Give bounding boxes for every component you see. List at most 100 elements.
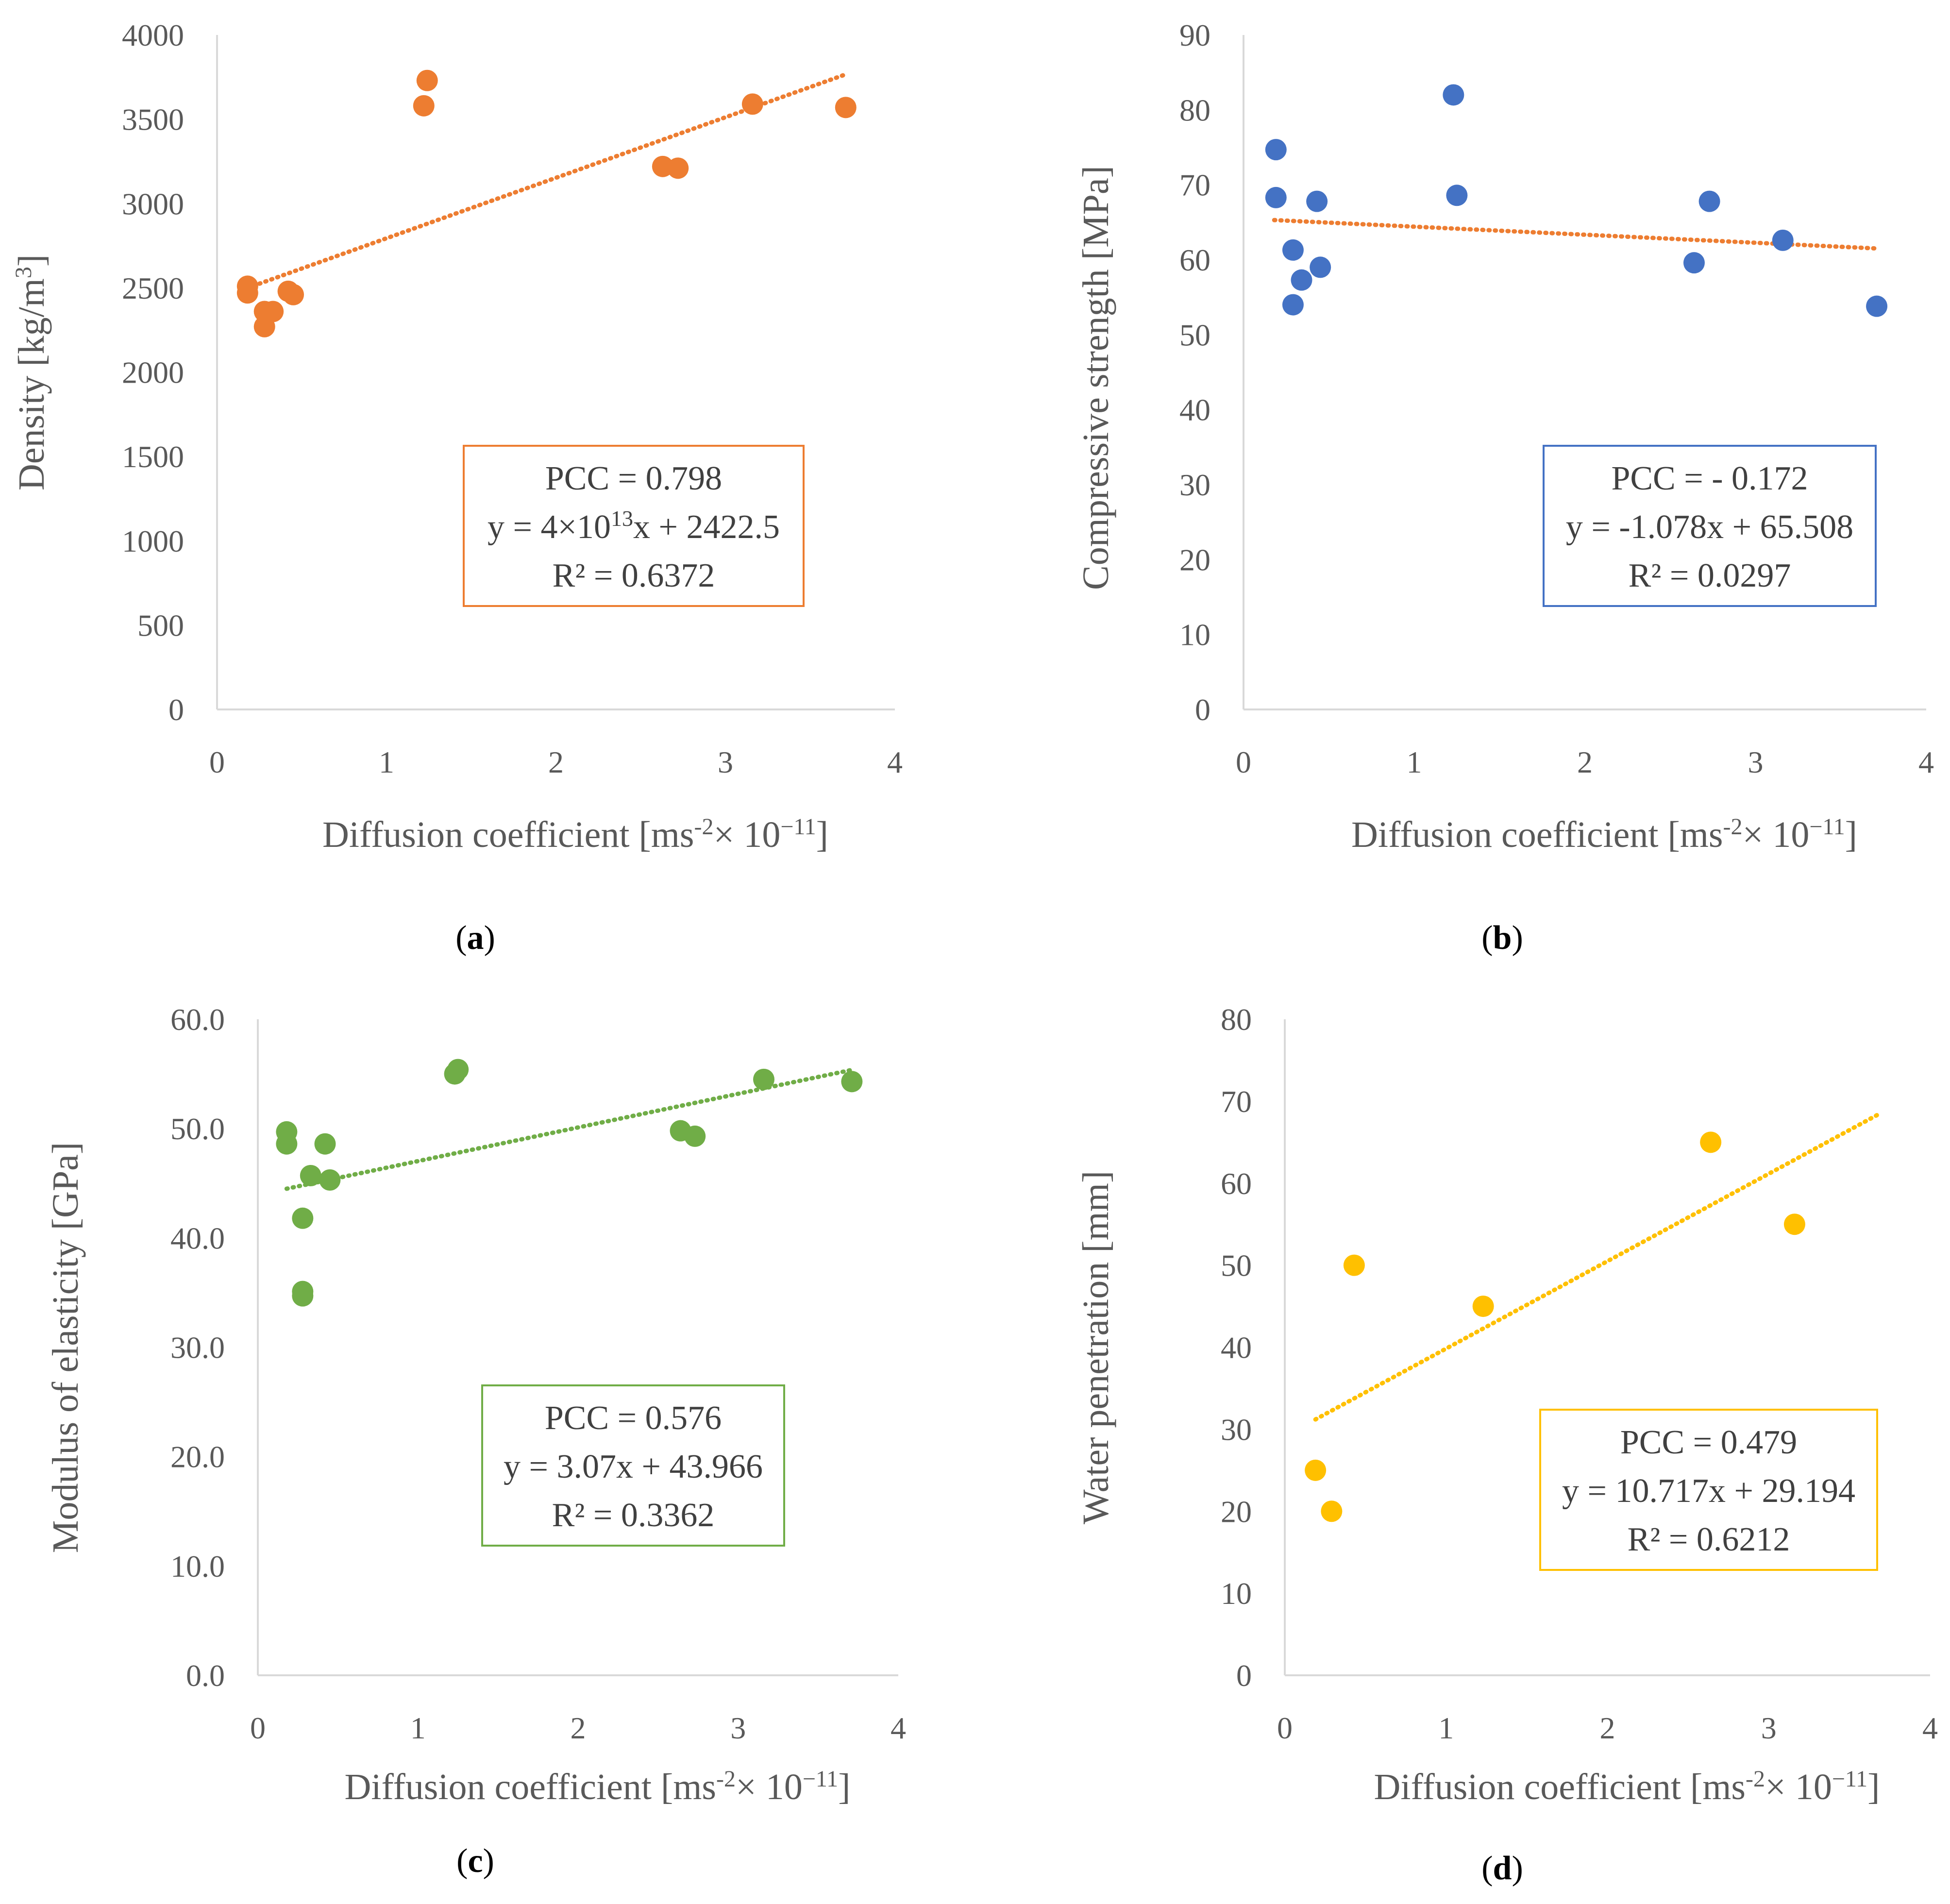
data-point — [1472, 1296, 1494, 1317]
x-tick-label: 2 — [571, 1711, 586, 1745]
caption-paren: ) — [484, 919, 495, 957]
y-tick-label: 0 — [168, 692, 184, 727]
x-tick-label: 1 — [410, 1711, 426, 1745]
x-axis-label-sup: −11 — [1809, 814, 1845, 840]
equation-exponent: 13 — [611, 506, 633, 531]
data-point — [841, 1071, 863, 1093]
y-tick-label: 80 — [1221, 1002, 1252, 1037]
data-point — [300, 1164, 321, 1186]
y-tick-label: 0.0 — [186, 1658, 225, 1693]
x-axis-label-sup: −11 — [803, 1766, 838, 1792]
y-axis-label: Modulus of elasticity [GPa] — [45, 1142, 86, 1553]
panel-caption: (c) — [456, 1842, 494, 1880]
y-tick-label: 2500 — [122, 271, 184, 305]
pcc-text: PCC = 0.798 — [545, 460, 722, 497]
y-axis-label: Water penetration [mm] — [1076, 1171, 1116, 1524]
y-tick-label: 30 — [1221, 1412, 1252, 1447]
panel-caption: (a) — [455, 919, 495, 957]
x-tick-label: 0 — [209, 745, 225, 779]
x-axis-label-text: Diffusion coefficient [ms — [1374, 1767, 1746, 1807]
stats-box — [463, 445, 805, 607]
caption-paren: ) — [1512, 919, 1523, 957]
panel-d-water-penetration: 0 10 20 30 40 50 60 70 80 0 1 2 3 4 Diffusion coeffici… — [1076, 1002, 1938, 1887]
y-tick-label: 50 — [1221, 1248, 1252, 1283]
y-tick-label: 70 — [1221, 1084, 1252, 1119]
data-point — [1306, 190, 1328, 212]
x-axis-label: Diffusion coefficient [ms-2× 10−11] — [1351, 814, 1857, 856]
data-point — [314, 1133, 336, 1155]
x-axis-label-text: × 10 — [736, 1767, 803, 1807]
caption-paren: ( — [1481, 919, 1493, 957]
x-tick-label: 3 — [1748, 745, 1764, 779]
x-tick-label: 3 — [730, 1711, 746, 1745]
y-axis-label: Density [kg/m3] — [11, 254, 52, 490]
x-axis-label-text: Diffusion coefficient [ms — [1351, 814, 1723, 855]
caption-paren: ( — [455, 919, 467, 957]
y-tick-label: 40.0 — [170, 1221, 225, 1255]
y-tick-label: 30 — [1179, 468, 1210, 502]
y-tick-label: 70 — [1179, 168, 1210, 202]
caption-paren: ( — [1481, 1850, 1493, 1887]
equation-text: y = -1.078x + 65.508 — [1566, 508, 1853, 546]
data-point — [319, 1169, 341, 1191]
y-tick-label: 10 — [1221, 1576, 1252, 1611]
x-tick-label: 3 — [718, 745, 733, 779]
x-tick-label: 0 — [1236, 745, 1251, 779]
x-axis-label: Diffusion coefficient [ms-2× 10−11] — [1374, 1766, 1880, 1808]
data-point — [276, 1133, 298, 1155]
data-point — [1343, 1254, 1365, 1276]
y-tick-label: 10.0 — [170, 1549, 225, 1584]
panel-c-modulus-of-elasticity: 0.0 10.0 20.0 30.0 40.0 50.0 60.0 0 1 2 3 4 Diffusio… — [45, 1002, 906, 1880]
y-axis-label-text: Modulus of elasticity [GPa] — [45, 1142, 86, 1553]
data-point — [1265, 186, 1287, 208]
y-tick-label: 50 — [1179, 318, 1210, 352]
y-tick-label: 2000 — [122, 355, 184, 390]
x-axis-label-sup: −11 — [780, 814, 816, 840]
pcc-text: PCC = 0.576 — [545, 1399, 722, 1437]
y-tick-label: 500 — [137, 608, 184, 642]
r-squared-text: R² = 0.6212 — [1628, 1521, 1790, 1558]
data-point — [1282, 294, 1304, 316]
y-tick-label: 80 — [1179, 93, 1210, 127]
data-point — [1698, 190, 1720, 212]
equation-part: x + 2422.5 — [633, 508, 780, 546]
x-tick-label: 1 — [379, 745, 394, 779]
y-tick-label: 3500 — [122, 102, 184, 137]
r-squared-text: R² = 0.0297 — [1629, 557, 1791, 594]
data-point — [1443, 84, 1464, 106]
y-tick-label: 0 — [1236, 1658, 1252, 1693]
y-tick-label: 10 — [1179, 618, 1210, 652]
x-axis-label-text: ] — [1845, 814, 1857, 855]
data-point — [1683, 252, 1705, 274]
data-point — [835, 97, 857, 118]
x-tick-label: 4 — [891, 1711, 906, 1745]
y-tick-label: 60 — [1179, 243, 1210, 277]
r-squared-text: R² = 0.6372 — [553, 557, 715, 594]
equation-text: y = 3.07x + 43.966 — [504, 1448, 763, 1485]
x-tick-label: 4 — [1918, 745, 1934, 779]
data-point — [1321, 1500, 1343, 1522]
caption-paren: ) — [1512, 1850, 1523, 1887]
data-point — [1305, 1459, 1327, 1481]
x-tick-label: 4 — [887, 745, 903, 779]
x-tick-label: 2 — [1577, 745, 1593, 779]
data-point — [1783, 1213, 1805, 1235]
y-axis-label-text: Water penetration [mm] — [1076, 1171, 1116, 1524]
x-axis-label-text: × 10 — [1765, 1767, 1832, 1807]
data-point — [1772, 229, 1794, 251]
caption-letter: c — [468, 1842, 483, 1880]
data-point — [684, 1125, 706, 1147]
caption-paren: ( — [456, 1842, 468, 1880]
x-axis-label-text: Diffusion coefficient [ms — [345, 1767, 716, 1807]
x-axis-label-text: ] — [816, 814, 828, 855]
caption-letter: d — [1493, 1850, 1512, 1887]
data-point — [741, 93, 763, 115]
trendline — [284, 1067, 856, 1191]
x-axis-label-text: ] — [1867, 1767, 1880, 1807]
equation-text: y = 4×1013x + 2422.5 — [488, 506, 780, 546]
caption-letter: a — [467, 919, 484, 957]
stats-box — [481, 1384, 785, 1547]
y-tick-label: 90 — [1179, 18, 1210, 52]
data-point — [292, 1207, 314, 1229]
x-axis-label-text: × 10 — [713, 814, 780, 855]
